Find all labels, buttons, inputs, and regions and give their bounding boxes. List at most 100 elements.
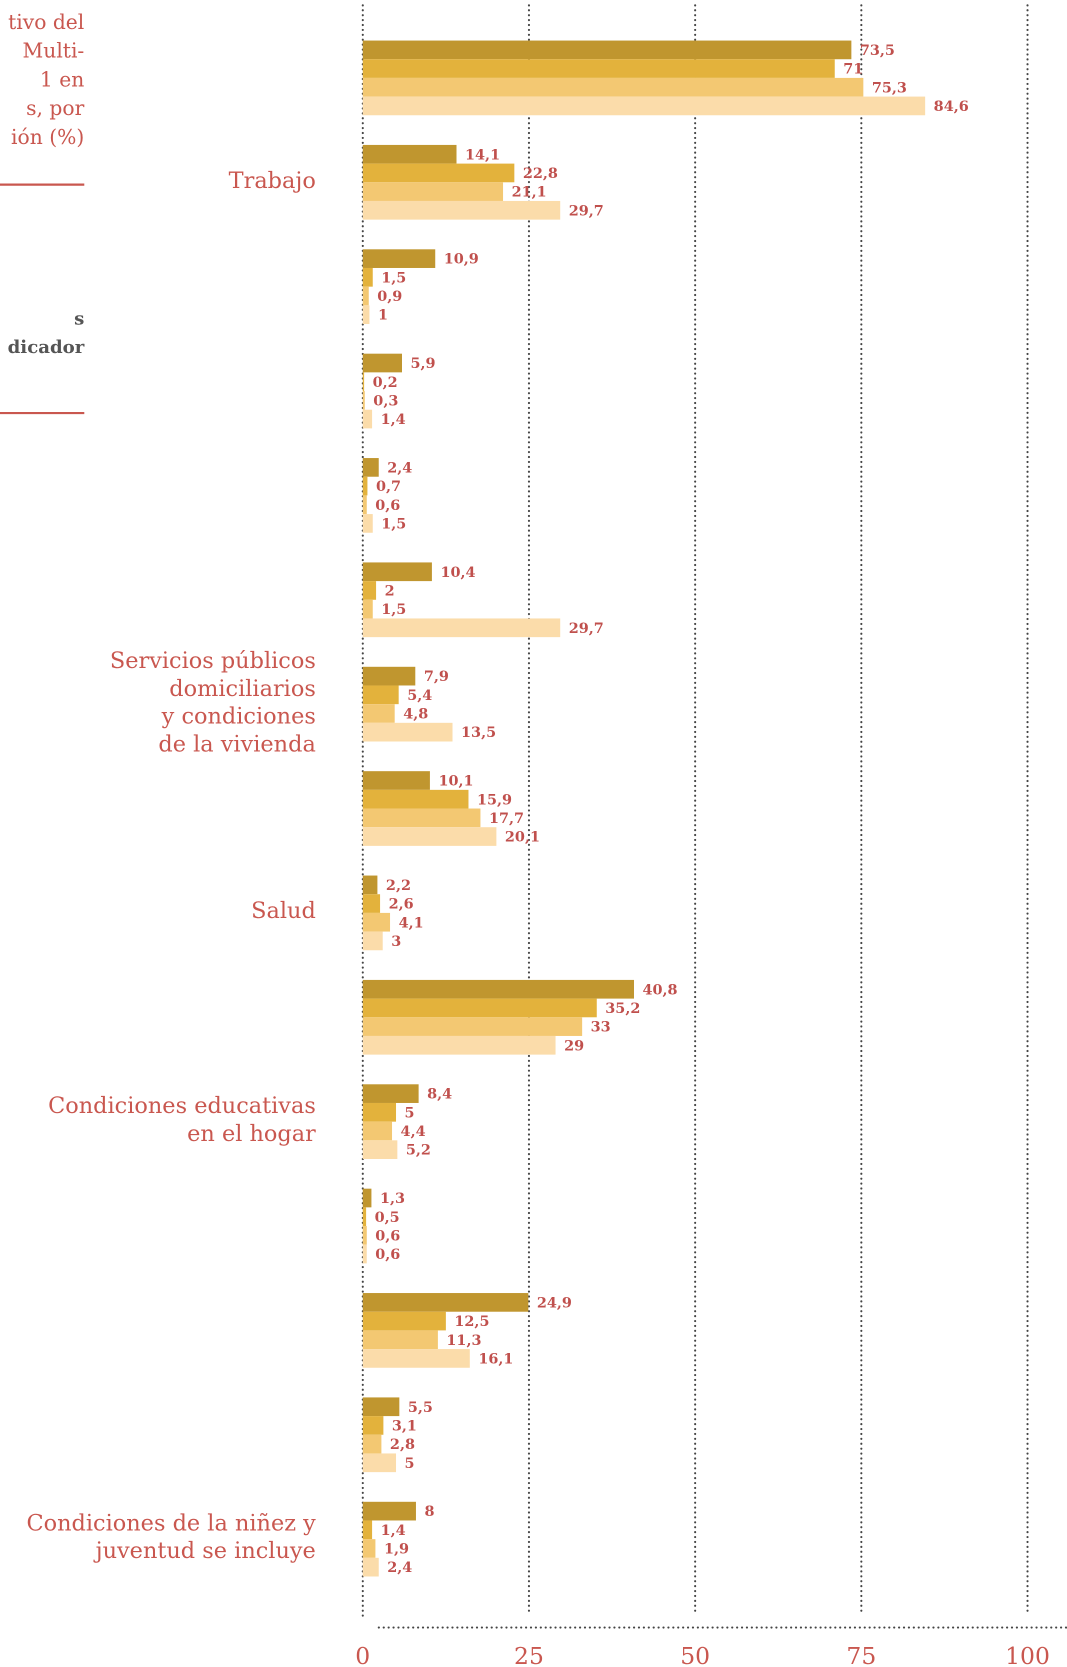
bar xyxy=(362,1017,583,1036)
bar xyxy=(362,144,457,164)
bar xyxy=(362,96,926,116)
bar xyxy=(362,495,367,515)
value-label: 2,2 xyxy=(386,877,411,894)
value-label: 1,4 xyxy=(381,1522,406,1539)
value-label: 0,6 xyxy=(375,1227,400,1244)
bar xyxy=(362,1035,556,1055)
value-label: 35,2 xyxy=(605,1000,640,1017)
value-label: 11,3 xyxy=(446,1332,481,1349)
bar xyxy=(362,1226,367,1245)
value-label: 29 xyxy=(564,1037,584,1054)
x-tick-label: 50 xyxy=(680,1642,710,1667)
value-label: 3 xyxy=(391,933,401,950)
bar xyxy=(362,77,864,97)
bar xyxy=(362,182,504,201)
value-label: 1,9 xyxy=(384,1541,409,1558)
bar xyxy=(362,1102,397,1122)
bar xyxy=(362,1453,397,1473)
category-label-box: Salud xyxy=(251,897,316,924)
bar xyxy=(362,40,852,60)
bar xyxy=(362,372,365,392)
value-label: 1,5 xyxy=(381,515,406,532)
value-label: 71 xyxy=(843,61,863,78)
value-label: 84,6 xyxy=(934,98,969,115)
value-label: 10,1 xyxy=(438,773,473,790)
value-label: 5 xyxy=(405,1455,415,1472)
bar xyxy=(362,1416,384,1435)
bar xyxy=(362,1244,367,1264)
value-label: 1 xyxy=(378,307,388,324)
bar xyxy=(362,666,416,686)
bar xyxy=(362,1330,438,1350)
bar xyxy=(362,59,835,78)
value-label: 0,6 xyxy=(375,1246,400,1263)
bar xyxy=(362,1557,379,1577)
bar xyxy=(362,163,515,183)
value-label: 29,7 xyxy=(569,202,604,219)
category-label: Trabajo xyxy=(228,167,316,193)
bar xyxy=(362,1520,373,1540)
bar xyxy=(362,1349,470,1368)
bar xyxy=(362,458,379,477)
bar xyxy=(362,1311,446,1331)
bar xyxy=(362,771,430,790)
value-label: 1,3 xyxy=(380,1190,405,1207)
bar xyxy=(362,704,395,723)
category-label: Salud xyxy=(251,897,316,924)
value-label: 5,5 xyxy=(408,1399,433,1416)
bar xyxy=(362,998,597,1018)
bar xyxy=(362,1140,398,1160)
value-label: 4,1 xyxy=(399,914,424,931)
value-label: 24,9 xyxy=(537,1294,572,1311)
bar xyxy=(362,514,373,533)
category-label: Condiciones de la niñez y juventud se in… xyxy=(26,1510,316,1564)
bar xyxy=(362,979,634,999)
bar xyxy=(362,305,370,325)
value-label: 22,8 xyxy=(523,165,558,182)
bar xyxy=(362,391,365,410)
bar xyxy=(362,1121,393,1141)
value-label: 20,1 xyxy=(505,829,540,846)
value-label: 21,1 xyxy=(512,184,547,201)
category-label-box: Condiciones educativas en el hogar xyxy=(48,1092,316,1147)
category-label-box: Servicios públicos domiciliarios y condi… xyxy=(110,648,316,757)
bar xyxy=(362,808,481,828)
value-label: 2,6 xyxy=(389,896,414,913)
value-label: 75,3 xyxy=(872,79,907,96)
title-fragment: tivo del xyxy=(8,10,84,34)
bar xyxy=(362,912,391,932)
value-label: 4,8 xyxy=(403,706,428,723)
value-label: 0,7 xyxy=(376,478,401,495)
bar xyxy=(362,200,561,220)
value-label: 1,5 xyxy=(381,601,406,618)
value-label: 33 xyxy=(591,1019,611,1036)
value-label: 1,5 xyxy=(381,269,406,286)
value-label: 2,4 xyxy=(387,1559,412,1576)
bar xyxy=(362,789,469,809)
value-label: 17,7 xyxy=(489,810,524,827)
value-label: 8 xyxy=(424,1503,434,1520)
bar xyxy=(362,1501,416,1521)
value-label: 40,8 xyxy=(643,981,678,998)
value-label: 10,4 xyxy=(440,564,475,581)
bar xyxy=(362,286,369,306)
bar xyxy=(362,618,561,638)
title-fragment: Multi- xyxy=(23,39,85,63)
x-tick-label: 0 xyxy=(355,1642,370,1667)
value-label: 7,9 xyxy=(424,668,449,685)
bar xyxy=(362,894,381,913)
value-label: 1,4 xyxy=(381,411,406,428)
title-fragment: 1 en xyxy=(40,67,84,91)
bar xyxy=(362,581,377,600)
category-label-box: Trabajo xyxy=(228,167,316,193)
category-label: Condiciones educativas en el hogar xyxy=(48,1092,316,1147)
x-tick-label: 25 xyxy=(514,1642,544,1667)
value-label: 8,4 xyxy=(427,1086,452,1103)
value-label: 5,9 xyxy=(411,355,436,372)
bar xyxy=(362,1539,376,1558)
value-label: 29,7 xyxy=(569,620,604,637)
bar xyxy=(362,1293,529,1312)
bar xyxy=(362,409,373,429)
category-label-box: Condiciones de la niñez y juventud se in… xyxy=(26,1510,316,1564)
